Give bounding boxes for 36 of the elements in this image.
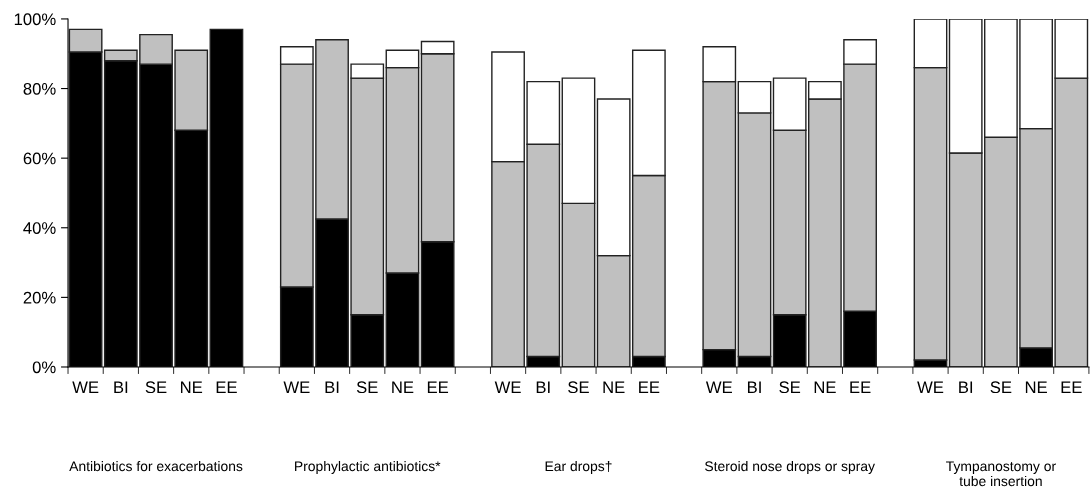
- x-tick-label: EE: [427, 381, 449, 393]
- x-tick-label: SE: [990, 381, 1012, 394]
- y-tick-label: 100%: [14, 13, 56, 26]
- x-tick-label: BI: [114, 381, 128, 393]
- x-tick-label: NE: [1025, 381, 1047, 393]
- y-tick-label: 0%: [32, 361, 56, 374]
- x-tick-label: BI: [959, 381, 973, 393]
- y-tick-label: 40%: [23, 222, 56, 234]
- x-tick-label: BI: [747, 381, 761, 393]
- text: Antibiotics for exacerbations: [69, 460, 243, 472]
- x-tick-label: SE: [568, 381, 589, 394]
- x-tick-label: EE: [850, 381, 871, 393]
- y-tick-label: 80%: [23, 82, 56, 95]
- x-tick-label: SE: [145, 381, 167, 394]
- x-tick-label: NE: [814, 381, 836, 393]
- x-tick-label: WE: [494, 381, 521, 393]
- x-tick-label: EE: [216, 381, 237, 393]
- text: Prophylactic antibiotics*: [295, 460, 441, 474]
- x-tick-label: SE: [779, 381, 801, 394]
- x-tick-label: SE: [356, 381, 378, 394]
- x-tick-label: EE: [1061, 381, 1082, 393]
- x-tick-label: WE: [283, 381, 310, 393]
- x-tick-label: WE: [917, 381, 944, 393]
- text: Ear drops†: [545, 460, 612, 474]
- x-tick-label: NE: [603, 381, 625, 393]
- text: Steroid nose drops or spray: [705, 460, 875, 474]
- y-tick-label: 60%: [23, 152, 56, 165]
- y-tick-label: 20%: [23, 291, 56, 304]
- x-tick-label: BI: [325, 381, 339, 393]
- x-tick-label: WE: [72, 381, 99, 393]
- x-tick-label: WE: [705, 381, 732, 393]
- x-tick-label: BI: [536, 381, 550, 393]
- x-tick-label: NE: [392, 381, 414, 393]
- x-tick-label: EE: [639, 381, 660, 393]
- x-tick-label: NE: [181, 381, 203, 393]
- text: Tympanostomy or tube insertion: [946, 461, 1056, 487]
